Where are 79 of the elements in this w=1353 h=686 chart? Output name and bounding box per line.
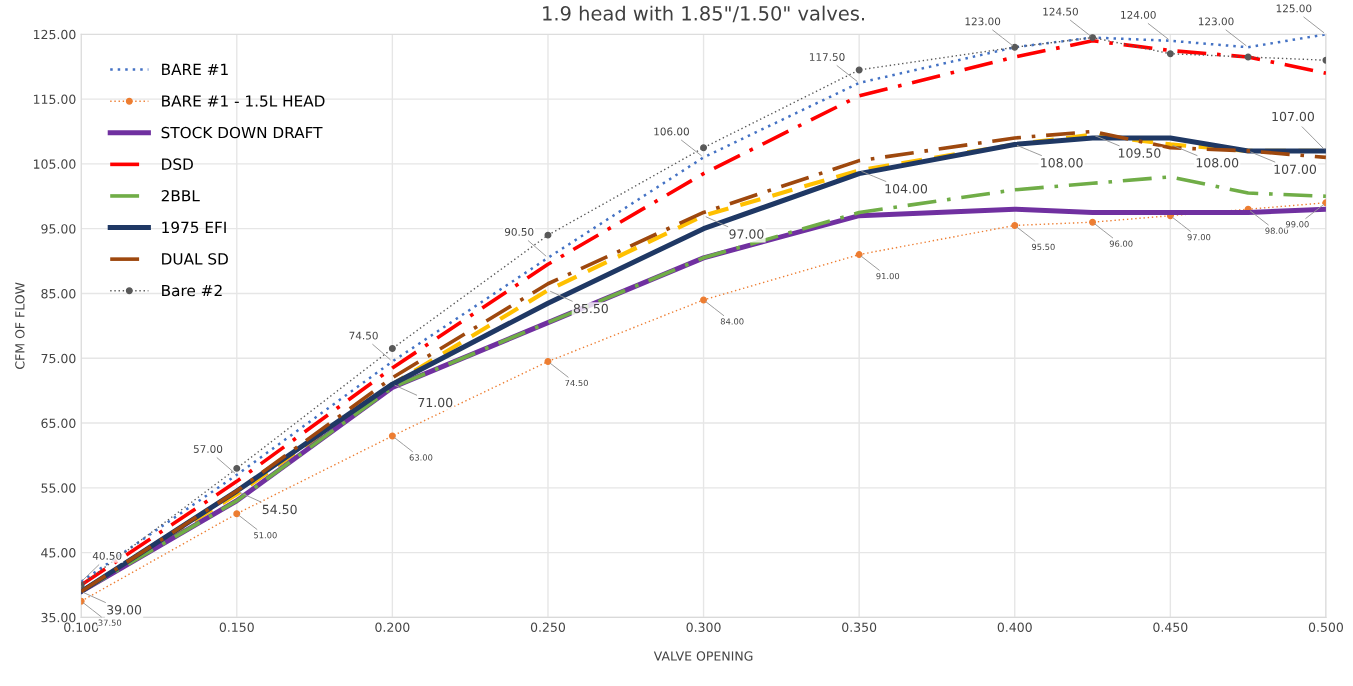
point xyxy=(1089,218,1097,226)
annotation: 123.00 xyxy=(1198,17,1234,26)
y-tick-label: 105.00 xyxy=(33,159,76,169)
annotation: 125.00 xyxy=(1276,4,1312,13)
annotation: 74.50 xyxy=(349,331,378,340)
annotation: 108.00 xyxy=(1041,158,1083,168)
x-axis-title: VALVE OPENING xyxy=(653,651,753,661)
annotation: 96.00 xyxy=(1109,240,1133,247)
point xyxy=(855,66,863,74)
point xyxy=(233,510,241,518)
annotation: 97.00 xyxy=(729,229,764,239)
point xyxy=(1011,43,1019,51)
x-tick-label: 0.250 xyxy=(530,622,566,632)
point xyxy=(233,464,241,472)
point xyxy=(1244,53,1252,61)
point xyxy=(544,358,552,365)
annotation: 97.00 xyxy=(1187,234,1211,241)
annotation: 107.00 xyxy=(1272,111,1314,122)
annotation: 108.00 xyxy=(1196,158,1239,168)
point xyxy=(855,251,863,259)
annotation: 98.00 xyxy=(1265,227,1289,234)
annotation: 106.00 xyxy=(654,127,689,136)
annotation: 85.50 xyxy=(573,303,608,314)
x-tick-label: 0.150 xyxy=(219,622,254,632)
annotation: 91.00 xyxy=(876,272,900,280)
legend-label: STOCK DOWN DRAFT xyxy=(161,126,323,139)
y-tick-label: 75.00 xyxy=(41,353,76,364)
point xyxy=(1089,34,1097,42)
legend-label: BARE #1 xyxy=(162,63,228,75)
y-tick-label: 125.00 xyxy=(33,29,76,40)
annotation: 99.00 xyxy=(1285,221,1309,228)
x-tick-label: 0.350 xyxy=(842,622,877,632)
point xyxy=(700,296,708,304)
annotation: 123.00 xyxy=(965,17,1001,26)
legend-label: 1975 EFI xyxy=(162,221,226,234)
legend-label: DUAL SD xyxy=(162,253,228,265)
y-tick-label: 45.00 xyxy=(41,548,76,558)
x-tick-label: 0.200 xyxy=(375,622,410,632)
y-axis-title: CFM OF FLOW xyxy=(15,282,25,369)
y-tick-label: 85.00 xyxy=(41,288,76,299)
annotation: 124.00 xyxy=(1121,10,1156,19)
y-tick-label: 55.00 xyxy=(41,483,76,493)
point xyxy=(700,144,708,152)
annotation: 84.00 xyxy=(720,318,744,325)
legend-label: 2BBL xyxy=(161,189,200,202)
point xyxy=(388,432,396,440)
annotation: 90.50 xyxy=(504,227,534,236)
annotation: 95.50 xyxy=(1031,243,1055,251)
y-tick-label: 95.00 xyxy=(41,224,76,234)
annotation: 37.50 xyxy=(98,619,122,626)
annotation: 124.50 xyxy=(1043,7,1078,16)
y-tick-label: 115.00 xyxy=(33,94,76,105)
x-tick-label: 0.500 xyxy=(1308,622,1343,632)
annotation: 104.00 xyxy=(885,183,928,194)
x-tick-label: 0.100 xyxy=(64,622,99,632)
x-tick-label: 0.300 xyxy=(686,622,721,632)
chart-title: 1.9 head with 1.85"/1.50" valves. xyxy=(543,5,864,23)
annotation: 40.50 xyxy=(92,551,122,560)
point xyxy=(1011,221,1019,229)
point xyxy=(388,345,396,352)
point xyxy=(1166,50,1174,58)
annotation: 74.50 xyxy=(565,379,588,387)
annotation: 63.00 xyxy=(409,454,433,461)
y-tick-label: 35.00 xyxy=(41,612,76,623)
point xyxy=(544,231,552,239)
legend-label: Bare #2 xyxy=(162,284,222,297)
annotation: 51.00 xyxy=(254,532,277,539)
annotation: 54.50 xyxy=(262,504,297,515)
annotation: 107.00 xyxy=(1274,164,1317,174)
x-tick-label: 0.450 xyxy=(1153,622,1188,632)
y-tick-label: 65.00 xyxy=(41,418,76,428)
annotation: 109.50 xyxy=(1118,148,1161,158)
x-tick-label: 0.400 xyxy=(997,622,1032,632)
legend-label: DSD xyxy=(162,158,193,170)
legend-label: BARE #1 - 1.5L HEAD xyxy=(162,95,325,107)
annotation: 71.00 xyxy=(418,397,453,408)
annotation: 117.50 xyxy=(809,53,845,61)
annotation: 39.00 xyxy=(107,605,142,615)
annotation: 57.00 xyxy=(193,445,223,453)
